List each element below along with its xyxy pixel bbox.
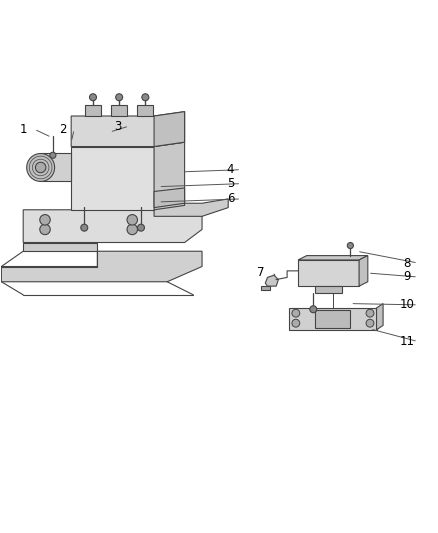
Polygon shape [154,142,184,210]
Circle shape [127,215,137,225]
Circle shape [49,152,56,158]
Polygon shape [23,210,201,243]
Polygon shape [154,188,184,208]
Circle shape [291,309,299,317]
Circle shape [35,162,46,173]
Text: 11: 11 [399,335,413,348]
Bar [85,105,101,116]
Polygon shape [41,153,71,181]
Circle shape [81,224,88,231]
Polygon shape [260,286,269,290]
Polygon shape [297,260,358,286]
Text: 3: 3 [114,119,122,133]
Text: 10: 10 [399,298,413,311]
Text: 6: 6 [226,192,233,205]
Polygon shape [376,304,382,330]
Polygon shape [23,243,97,251]
Circle shape [116,94,122,101]
Circle shape [141,94,148,101]
Circle shape [365,319,373,327]
Bar [111,105,127,116]
Polygon shape [315,286,341,293]
Polygon shape [265,275,278,286]
Polygon shape [71,111,184,147]
Circle shape [89,94,96,101]
Polygon shape [358,256,367,286]
Polygon shape [154,111,184,147]
Circle shape [365,309,373,317]
Circle shape [40,224,50,235]
Circle shape [40,215,50,225]
Polygon shape [315,310,350,328]
Text: 8: 8 [403,256,410,270]
Polygon shape [71,147,154,210]
Text: 9: 9 [403,270,410,284]
Polygon shape [297,256,367,260]
Text: 7: 7 [257,265,264,279]
Text: 5: 5 [226,177,233,190]
Circle shape [137,224,144,231]
Bar [137,105,153,116]
Text: 1: 1 [19,123,27,135]
Polygon shape [289,308,376,330]
Polygon shape [1,251,201,282]
Circle shape [291,319,299,327]
Polygon shape [154,199,228,216]
Circle shape [346,243,353,248]
Text: 2: 2 [60,123,67,135]
Circle shape [309,306,316,313]
Circle shape [127,224,137,235]
Circle shape [27,154,54,181]
Text: 4: 4 [226,163,233,176]
